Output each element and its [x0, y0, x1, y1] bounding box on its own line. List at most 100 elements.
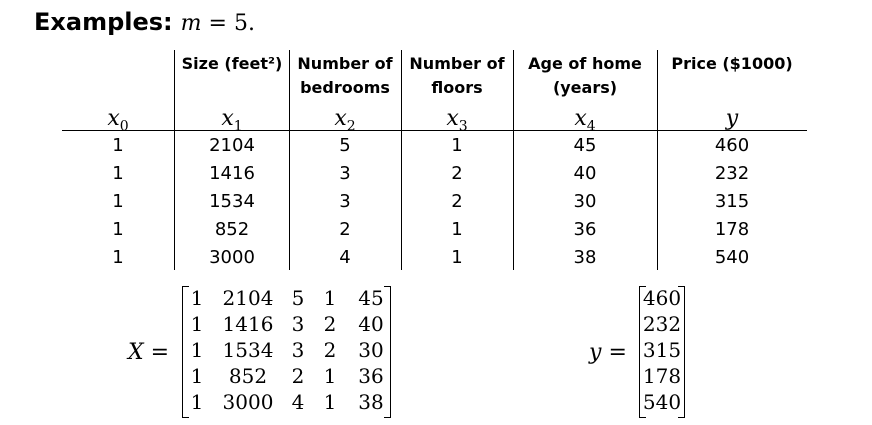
matrix-x-right-bracket	[384, 286, 391, 418]
column-divider	[657, 50, 658, 270]
matrix-x-cell: 1	[323, 390, 337, 414]
matrix-x-cell: 1	[323, 286, 337, 310]
table-cell: 1	[112, 247, 124, 268]
column-header-line: Age of home	[528, 54, 642, 73]
column-header-line: floors	[431, 78, 483, 97]
column-header-line: Price ($1000)	[671, 54, 793, 73]
column-header: Number of bedrooms	[297, 52, 392, 100]
table-cell: 1	[451, 219, 463, 240]
table-cell: 30	[573, 191, 597, 212]
matrix-x-cell: 1	[190, 364, 204, 388]
matrix-x-cell: 1534	[222, 338, 274, 362]
table-cell: 3000	[209, 247, 255, 268]
column-header-line: Number of	[409, 54, 505, 73]
matrix-x-cell: 2	[323, 312, 337, 336]
table-cell: 36	[573, 219, 597, 240]
column-variable: x2	[334, 106, 355, 134]
table-cell: 852	[214, 219, 250, 240]
table-cell: 1	[112, 219, 124, 240]
matrix-x-cell: 2	[291, 364, 305, 388]
column-header-line: Number of	[297, 54, 393, 73]
header-rule	[62, 130, 807, 131]
matrix-x-cell: 1416	[222, 312, 274, 336]
matrix-x-cell: 1	[190, 390, 204, 414]
matrix-x-cell: 1	[190, 312, 204, 336]
table-cell: 2104	[209, 135, 255, 156]
column-variable-subscript: 4	[586, 118, 596, 135]
vector-y-cell: 315	[642, 338, 682, 362]
matrix-x-equals: =	[150, 340, 170, 365]
column-variable-subscript: 3	[458, 118, 468, 135]
column-variable-subscript: 1	[233, 118, 243, 135]
column-variable-subscript: 2	[346, 118, 356, 135]
title-math-rest: = 5.	[201, 11, 255, 36]
page-title: Examples: m = 5.	[34, 8, 255, 36]
column-header: Price ($1000)	[671, 52, 792, 76]
table-cell: 2	[451, 191, 463, 212]
table-cell: 40	[573, 163, 597, 184]
table-cell: 45	[573, 135, 597, 156]
table-cell: 232	[714, 163, 750, 184]
column-variable-symbol: x	[574, 106, 587, 131]
table-cell: 2	[451, 163, 463, 184]
matrix-x-cell: 4	[291, 390, 305, 414]
column-variable-symbol: x	[107, 106, 120, 131]
vector-y-label: y =	[589, 340, 627, 365]
table-cell: 3	[339, 191, 351, 212]
matrix-x-cell: 852	[228, 364, 268, 388]
column-variable: x0	[107, 106, 128, 134]
column-variable: x1	[221, 106, 242, 134]
table-cell: 315	[714, 191, 750, 212]
column-divider	[513, 50, 514, 270]
column-variable-symbol: x	[221, 106, 234, 131]
column-variable-subscript: 0	[119, 118, 129, 135]
matrix-x-cell: 1	[190, 338, 204, 362]
matrix-x-cell: 3	[291, 338, 305, 362]
matrix-x-label: X =	[128, 340, 169, 365]
table-cell: 1	[451, 135, 463, 156]
table-cell: 4	[339, 247, 351, 268]
matrix-x-cell: 2	[323, 338, 337, 362]
table-cell: 1534	[209, 191, 255, 212]
table-cell: 540	[714, 247, 750, 268]
table-cell: 5	[339, 135, 351, 156]
table-cell: 38	[573, 247, 597, 268]
table-cell: 1	[451, 247, 463, 268]
matrix-x-cell: 1	[190, 286, 204, 310]
column-variable: y	[726, 106, 738, 131]
column-variable-symbol: x	[446, 106, 459, 131]
matrix-x-cell: 2104	[222, 286, 274, 310]
matrix-x-var: X	[128, 340, 144, 365]
title-math: m = 5.	[181, 11, 255, 36]
column-divider	[174, 50, 175, 270]
matrix-x-cell: 38	[358, 390, 384, 414]
column-header-line: bedrooms	[300, 78, 390, 97]
matrix-x-cell: 45	[358, 286, 384, 310]
column-variable: x4	[574, 106, 595, 134]
vector-y-left-bracket	[639, 286, 646, 418]
table-cell: 178	[714, 219, 750, 240]
vector-y-cell: 540	[642, 390, 682, 414]
column-header: Size (feet²)	[182, 52, 283, 76]
column-header-line: Size (feet²)	[181, 54, 283, 73]
table-cell: 460	[714, 135, 750, 156]
table-cell: 1	[112, 163, 124, 184]
matrix-x-cell: 1	[323, 364, 337, 388]
vector-y-var: y	[589, 340, 602, 365]
column-divider	[289, 50, 290, 270]
matrix-x-cell: 40	[358, 312, 384, 336]
column-header: Number of floors	[409, 52, 504, 100]
column-divider	[401, 50, 402, 270]
table-cell: 3	[339, 163, 351, 184]
matrix-x-left-bracket	[182, 286, 189, 418]
matrix-x-cell: 5	[291, 286, 305, 310]
vector-y-right-bracket	[678, 286, 685, 418]
column-variable: x3	[446, 106, 467, 134]
title-math-var: m	[180, 11, 202, 36]
column-variable-symbol: x	[334, 106, 347, 131]
vector-y-equals: =	[608, 340, 627, 365]
column-header: Age of home (years)	[528, 52, 642, 100]
vector-y-cell: 232	[642, 312, 682, 336]
table-cell: 1	[112, 191, 124, 212]
matrix-x-cell: 3	[291, 312, 305, 336]
